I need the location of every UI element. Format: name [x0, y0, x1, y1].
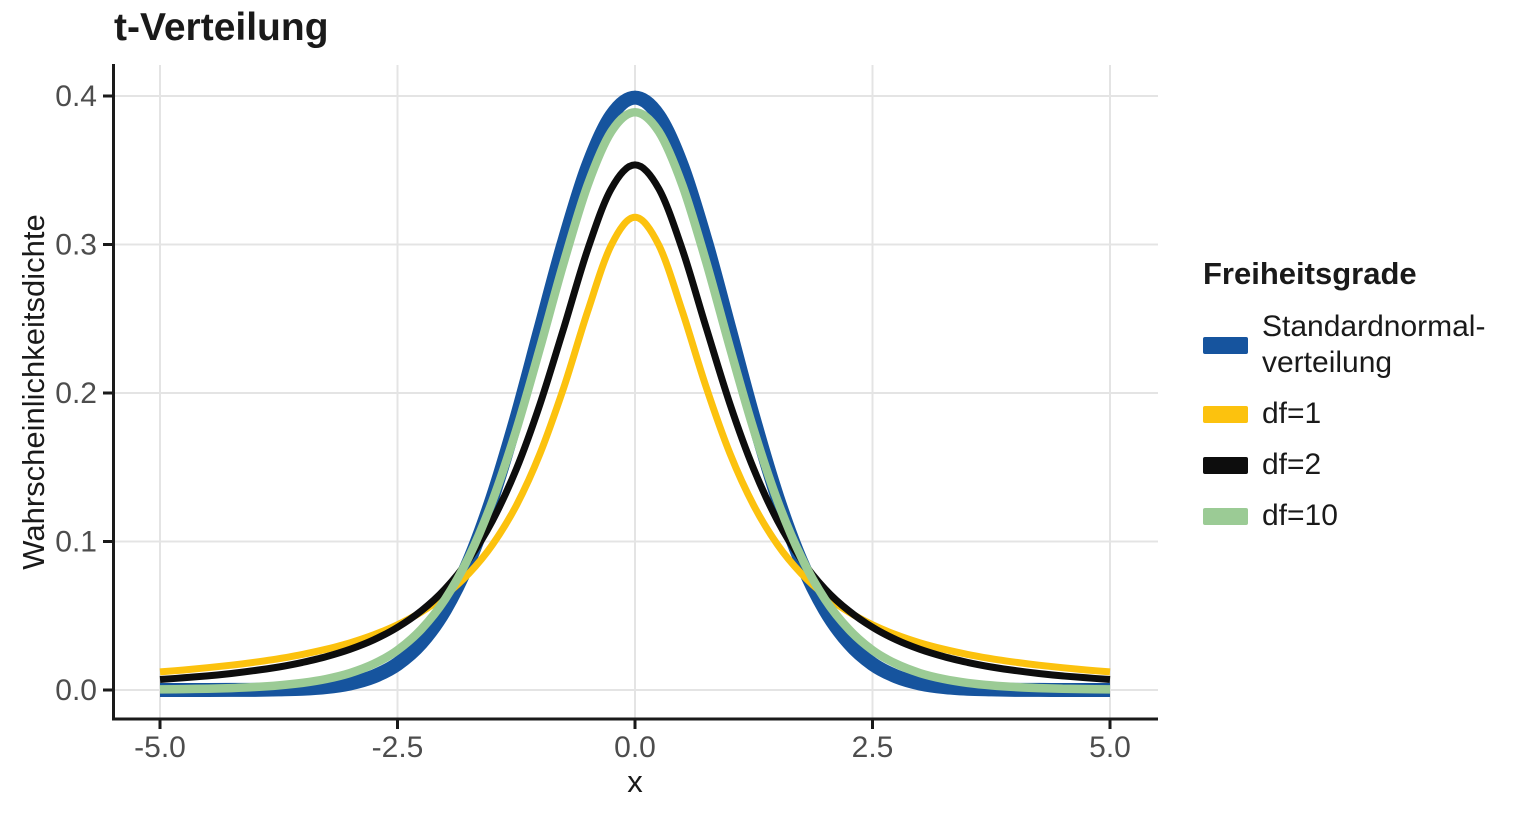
legend-swatch [1203, 507, 1248, 525]
legend: Freiheitsgrade Standardnormal-verteilung… [1203, 256, 1533, 549]
x-tick-label-5.0: 5.0 [1089, 731, 1131, 764]
legend-label-line: df=2 [1262, 448, 1322, 481]
y-tick-label-0.1: 0.1 [55, 526, 97, 559]
curve-df-10 [159, 107, 1111, 694]
legend-item-label: df=1 [1262, 396, 1321, 432]
legend-label-line: df=1 [1262, 397, 1322, 430]
y-tick-label-0.3: 0.3 [55, 229, 97, 262]
legend-title: Freiheitsgrade [1203, 256, 1417, 291]
legend-label-line: verteilung [1262, 346, 1393, 379]
x-tick-label-0.0: 0.0 [614, 731, 656, 764]
legend-item-label: df=10 [1262, 498, 1338, 534]
legend-items: Standardnormal-verteilung df=1 df=2 df=10 [1203, 309, 1533, 534]
legend-item-standardnormalverteilung: Standardnormal-verteilung [1203, 309, 1533, 381]
legend-swatch [1203, 405, 1248, 423]
legend-item-label: df=2 [1262, 447, 1321, 483]
x-tick-label-2.5: 2.5 [852, 731, 894, 764]
legend-swatch [1203, 456, 1248, 474]
legend-swatch [1203, 336, 1248, 354]
chart-title: t-Verteilung [114, 6, 329, 49]
legend-item-label: Standardnormal-verteilung [1262, 309, 1485, 381]
y-axis-title: Wahrscheinlichkeitsdichte [16, 214, 51, 570]
y-tick-label-0.4: 0.4 [55, 80, 97, 113]
x-tick-label--5.0: -5.0 [134, 731, 186, 764]
legend-item-df-1: df=1 [1203, 396, 1533, 432]
curve-standardnormalverteilung [159, 90, 1110, 697]
y-tick-label-0.2: 0.2 [55, 377, 97, 410]
x-tick-label--2.5: -2.5 [372, 731, 424, 764]
curve-df-1 [159, 213, 1111, 676]
x-axis-title: x [627, 764, 643, 799]
legend-item-df-10: df=10 [1203, 498, 1533, 534]
y-tick-label-0.0: 0.0 [55, 674, 97, 707]
legend-label-line: df=10 [1262, 499, 1338, 532]
legend-item-df-2: df=2 [1203, 447, 1533, 483]
curve-df-2 [159, 161, 1111, 683]
legend-label-line: Standardnormal- [1262, 310, 1486, 343]
